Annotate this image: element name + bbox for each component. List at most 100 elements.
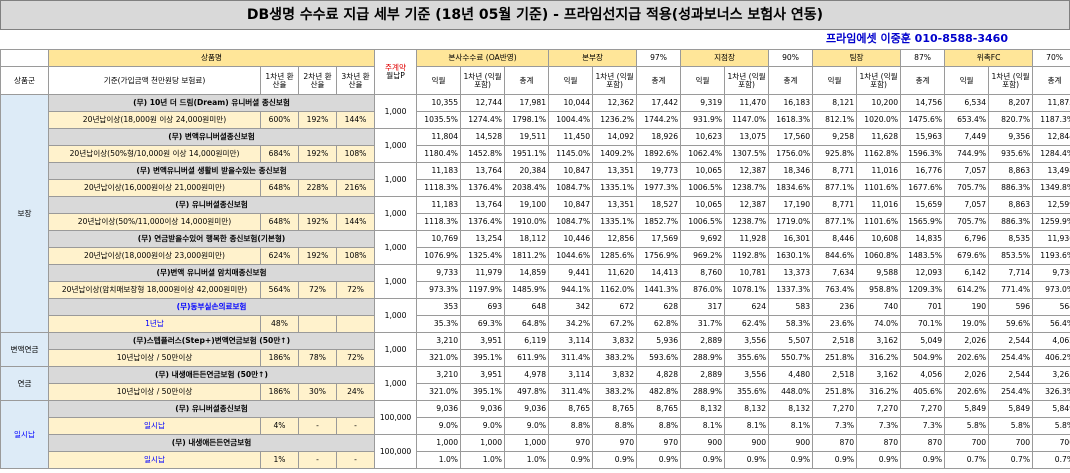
amount-cell: 6,119 xyxy=(504,332,550,350)
percent-cell: 611.9% xyxy=(504,349,550,367)
rate-y3: 72% xyxy=(335,281,376,299)
percent-cell: 1020.0% xyxy=(856,111,902,129)
percent-cell: 321.0% xyxy=(416,383,462,401)
premium-value: 1,000 xyxy=(374,366,418,401)
premium-value: 1,000 xyxy=(374,128,418,163)
amount-cell: 7,270 xyxy=(856,400,902,418)
amount-cell: 11,470 xyxy=(724,94,770,112)
percent-cell: 0.7% xyxy=(1032,451,1070,469)
amount-cell: 7,270 xyxy=(812,400,858,418)
subheader-s4-2: 총계 xyxy=(1032,66,1070,95)
premium-value: 100,000 xyxy=(374,400,418,435)
amount-cell: 3,556 xyxy=(724,332,770,350)
amount-cell: 8,132 xyxy=(724,400,770,418)
percent-cell: 1756.9% xyxy=(636,247,682,265)
percent-cell: 1259.9% xyxy=(1032,213,1070,231)
percent-cell: 925.8% xyxy=(812,145,858,163)
percent-cell: 1238.7% xyxy=(724,213,770,231)
header-section-2: 지점장 xyxy=(680,49,770,67)
percent-cell: 593.6% xyxy=(636,349,682,367)
percent-cell: 1852.7% xyxy=(636,213,682,231)
percent-cell: 1062.4% xyxy=(680,145,726,163)
amount-cell: 10,065 xyxy=(680,196,726,214)
percent-cell: 2038.4% xyxy=(504,179,550,197)
percent-cell: 973.0% xyxy=(1032,281,1070,299)
header-premium: 주계약 월납P xyxy=(374,49,418,95)
subheader-s0-2: 총계 xyxy=(504,66,550,95)
percent-cell: 59.6% xyxy=(988,315,1034,333)
percent-cell: 0.9% xyxy=(724,451,770,469)
header-section-0: 본사수수료 (OA반영) xyxy=(416,49,550,67)
percent-cell: 62.4% xyxy=(724,315,770,333)
amount-cell: 870 xyxy=(812,434,858,452)
rate-y1: 624% xyxy=(260,247,299,265)
amount-cell: 12,844 xyxy=(1032,128,1070,146)
percent-cell: 1335.1% xyxy=(592,179,638,197)
amount-cell: 17,442 xyxy=(636,94,682,112)
product-name: (무) 내생애든든연금보험 (50만↑) xyxy=(47,366,376,384)
amount-cell: 5,849 xyxy=(988,400,1034,418)
percent-cell: 9.0% xyxy=(460,417,506,435)
amount-cell: 19,511 xyxy=(504,128,550,146)
header-section-1: 본부장 xyxy=(548,49,638,67)
percent-cell: 35.3% xyxy=(416,315,462,333)
percent-cell: 0.9% xyxy=(592,451,638,469)
subheader-s1-2: 총계 xyxy=(636,66,682,95)
percent-cell: 311.4% xyxy=(548,349,594,367)
amount-cell: 12,856 xyxy=(592,230,638,248)
amount-cell: 8,121 xyxy=(812,94,858,112)
amount-cell: 12,387 xyxy=(724,196,770,214)
percent-cell: 482.8% xyxy=(636,383,682,401)
amount-cell: 11,979 xyxy=(460,264,506,282)
percent-cell: 1376.4% xyxy=(460,179,506,197)
amount-cell: 6,142 xyxy=(944,264,990,282)
percent-cell: 877.1% xyxy=(812,213,858,231)
percent-cell: 0.9% xyxy=(768,451,814,469)
amount-cell: 8,132 xyxy=(768,400,814,418)
subheader-s1-0: 익월 xyxy=(548,66,594,95)
criteria-cell: 20년납이상(18,000원 이상 24,000원미만) xyxy=(48,111,261,129)
amount-cell: 3,210 xyxy=(416,332,462,350)
percent-cell: 973.3% xyxy=(416,281,462,299)
amount-cell: 9,441 xyxy=(548,264,594,282)
rate-y3: 24% xyxy=(335,383,376,401)
amount-cell: 18,346 xyxy=(768,162,814,180)
amount-cell: 16,183 xyxy=(768,94,814,112)
amount-cell: 7,057 xyxy=(944,196,990,214)
percent-cell: 1376.4% xyxy=(460,213,506,231)
header-section-4: 위촉FC xyxy=(944,49,1034,67)
percent-cell: 958.8% xyxy=(856,281,902,299)
amount-cell: 10,781 xyxy=(724,264,770,282)
amount-cell: 1,000 xyxy=(460,434,506,452)
percent-cell: 1006.5% xyxy=(680,179,726,197)
amount-cell: 17,981 xyxy=(504,94,550,112)
amount-cell: 14,092 xyxy=(592,128,638,146)
amount-cell: 10,446 xyxy=(548,230,594,248)
percent-cell: 8.1% xyxy=(680,417,726,435)
amount-cell: 870 xyxy=(900,434,946,452)
percent-cell: 1076.9% xyxy=(416,247,462,265)
rate-y1: 600% xyxy=(260,111,299,129)
amount-cell: 14,859 xyxy=(504,264,550,282)
amount-cell: 353 xyxy=(416,298,462,316)
rate-y1: 186% xyxy=(260,349,299,367)
amount-cell: 2,544 xyxy=(988,366,1034,384)
amount-cell: 13,498 xyxy=(1032,162,1070,180)
amount-cell: 5,507 xyxy=(768,332,814,350)
criteria-cell: 20년납이상(16,000원이상 21,000원미만) xyxy=(48,179,261,197)
percent-cell: 70.1% xyxy=(900,315,946,333)
product-name: (무) 변액유니버셜종신보험 xyxy=(47,128,376,146)
percent-cell: 254.4% xyxy=(988,349,1034,367)
rate-y2: 30% xyxy=(298,383,337,401)
amount-cell: 5,849 xyxy=(1032,400,1070,418)
percent-cell: 0.7% xyxy=(988,451,1034,469)
percent-cell: 0.9% xyxy=(636,451,682,469)
amount-cell: 4,828 xyxy=(636,366,682,384)
criteria-cell: 10년납이상 / 50만이상 xyxy=(48,349,261,367)
amount-cell: 700 xyxy=(944,434,990,452)
percent-cell: 1485.9% xyxy=(504,281,550,299)
premium-value: 1,000 xyxy=(374,230,418,265)
percent-cell: 355.6% xyxy=(724,349,770,367)
amount-cell: 7,634 xyxy=(812,264,858,282)
amount-cell: 3,263 xyxy=(1032,366,1070,384)
